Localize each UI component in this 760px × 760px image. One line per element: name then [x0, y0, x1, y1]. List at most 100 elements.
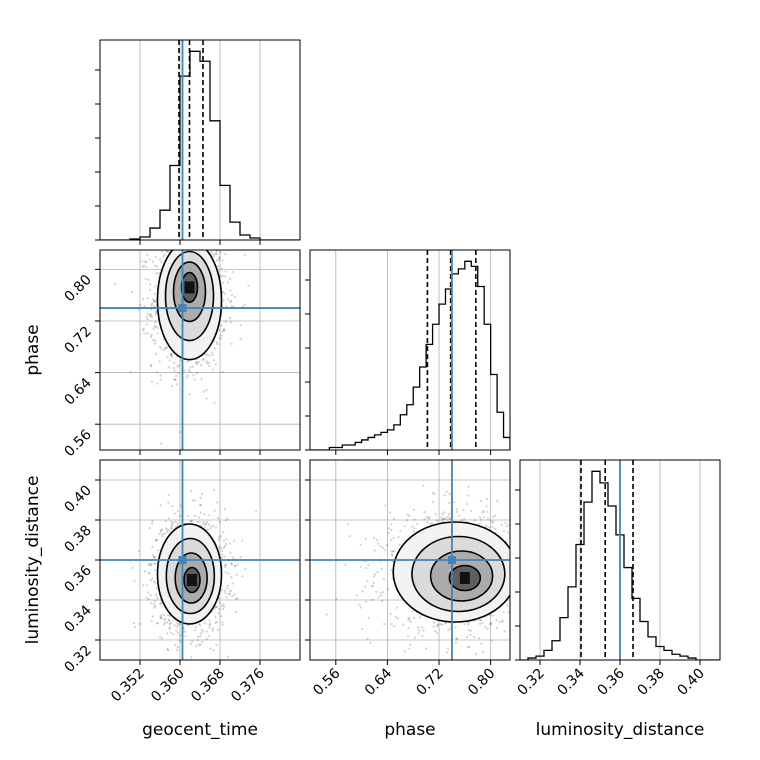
sample-point: [189, 366, 192, 369]
sample-point: [149, 564, 152, 567]
sample-point: [382, 590, 385, 594]
sample-point: [233, 593, 236, 596]
sample-point: [202, 520, 205, 524]
sample-point: [205, 360, 208, 363]
sample-point: [444, 517, 447, 520]
sample-point: [431, 491, 435, 494]
x-tick-label-phase: 0.56: [310, 665, 343, 698]
sample-point: [229, 277, 232, 280]
sample-point: [155, 300, 158, 303]
sample-point: [193, 246, 195, 248]
sample-point: [223, 329, 226, 332]
sample-point: [167, 366, 171, 369]
sample-point: [148, 289, 151, 292]
sample-point: [145, 260, 148, 263]
sample-point: [159, 601, 163, 605]
sample-point: [151, 302, 154, 305]
sample-point: [154, 320, 157, 324]
sample-point: [373, 575, 376, 578]
sample-point: [479, 499, 482, 503]
sample-point: [142, 327, 145, 330]
sample-point: [387, 588, 390, 591]
sample-point: [149, 315, 152, 318]
sample-point: [372, 581, 375, 584]
sample-point: [397, 535, 400, 539]
contour-line: [156, 523, 223, 625]
sample-point: [514, 588, 516, 590]
sample-point: [194, 625, 198, 628]
sample-point: [156, 326, 159, 330]
sample-point: [394, 615, 398, 619]
sample-point: [203, 526, 207, 529]
sample-point: [176, 522, 179, 525]
sample-point: [150, 303, 153, 306]
sample-point: [187, 232, 189, 234]
sample-point: [159, 615, 162, 619]
sample-point: [226, 298, 230, 301]
sample-point: [168, 627, 171, 631]
sample-point: [168, 359, 171, 362]
sample-point: [207, 514, 210, 517]
sample-point: [166, 346, 169, 349]
sample-point: [163, 532, 166, 536]
sample-point: [224, 275, 227, 278]
sample-point: [159, 602, 162, 605]
sample-point: [399, 530, 402, 533]
sample-point: [146, 254, 149, 257]
sample-point: [221, 290, 224, 293]
sample-point: [208, 626, 211, 629]
sample-point: [503, 630, 506, 633]
sample-point: [154, 581, 157, 584]
sample-point: [204, 522, 208, 525]
y-tick-label-phase: 0.72: [61, 323, 94, 356]
sample-point: [524, 553, 526, 555]
sample-point: [147, 591, 150, 594]
sample-point: [218, 328, 221, 332]
sample-point: [179, 622, 182, 625]
sample-point: [189, 521, 192, 524]
sample-point: [204, 523, 207, 527]
sample-point: [228, 231, 230, 233]
sample-point: [158, 360, 161, 363]
sample-point: [381, 546, 384, 549]
sample-point: [154, 313, 158, 316]
sample-point: [143, 332, 146, 335]
sample-point: [195, 361, 198, 364]
sample-point: [407, 634, 410, 638]
sample-point: [427, 517, 430, 520]
sample-point: [167, 493, 170, 497]
sample-point: [494, 514, 497, 517]
sample-point: [214, 616, 217, 619]
sample-point: [230, 562, 233, 565]
sample-point: [199, 504, 202, 507]
sample-point: [222, 299, 225, 302]
y-tick-label-luminosity-distance: 0.38: [61, 523, 94, 556]
sample-point: [425, 515, 428, 519]
sample-point: [223, 292, 226, 295]
sample-point: [416, 522, 419, 526]
sample-point: [488, 526, 491, 529]
sample-point: [522, 520, 524, 522]
sample-point: [159, 530, 162, 533]
sample-point: [194, 248, 196, 250]
sample-point: [396, 617, 400, 620]
sample-point: [144, 277, 148, 280]
sample-point: [156, 622, 159, 625]
sample-point: [482, 510, 485, 513]
sample-point: [392, 550, 395, 553]
sample-point: [178, 364, 181, 367]
sample-point: [155, 243, 157, 245]
sample-point: [176, 631, 180, 634]
sample-point: [172, 238, 174, 240]
sample-point: [517, 547, 519, 549]
sample-point: [522, 609, 524, 611]
sample-point: [205, 388, 208, 392]
sample-point: [234, 565, 237, 568]
sample-point: [145, 315, 148, 318]
sample-point: [197, 516, 201, 519]
sample-point: [225, 542, 228, 546]
sample-point: [173, 361, 176, 365]
sample-point: [371, 598, 374, 602]
sample-point: [387, 531, 390, 534]
sample-point: [131, 566, 134, 569]
